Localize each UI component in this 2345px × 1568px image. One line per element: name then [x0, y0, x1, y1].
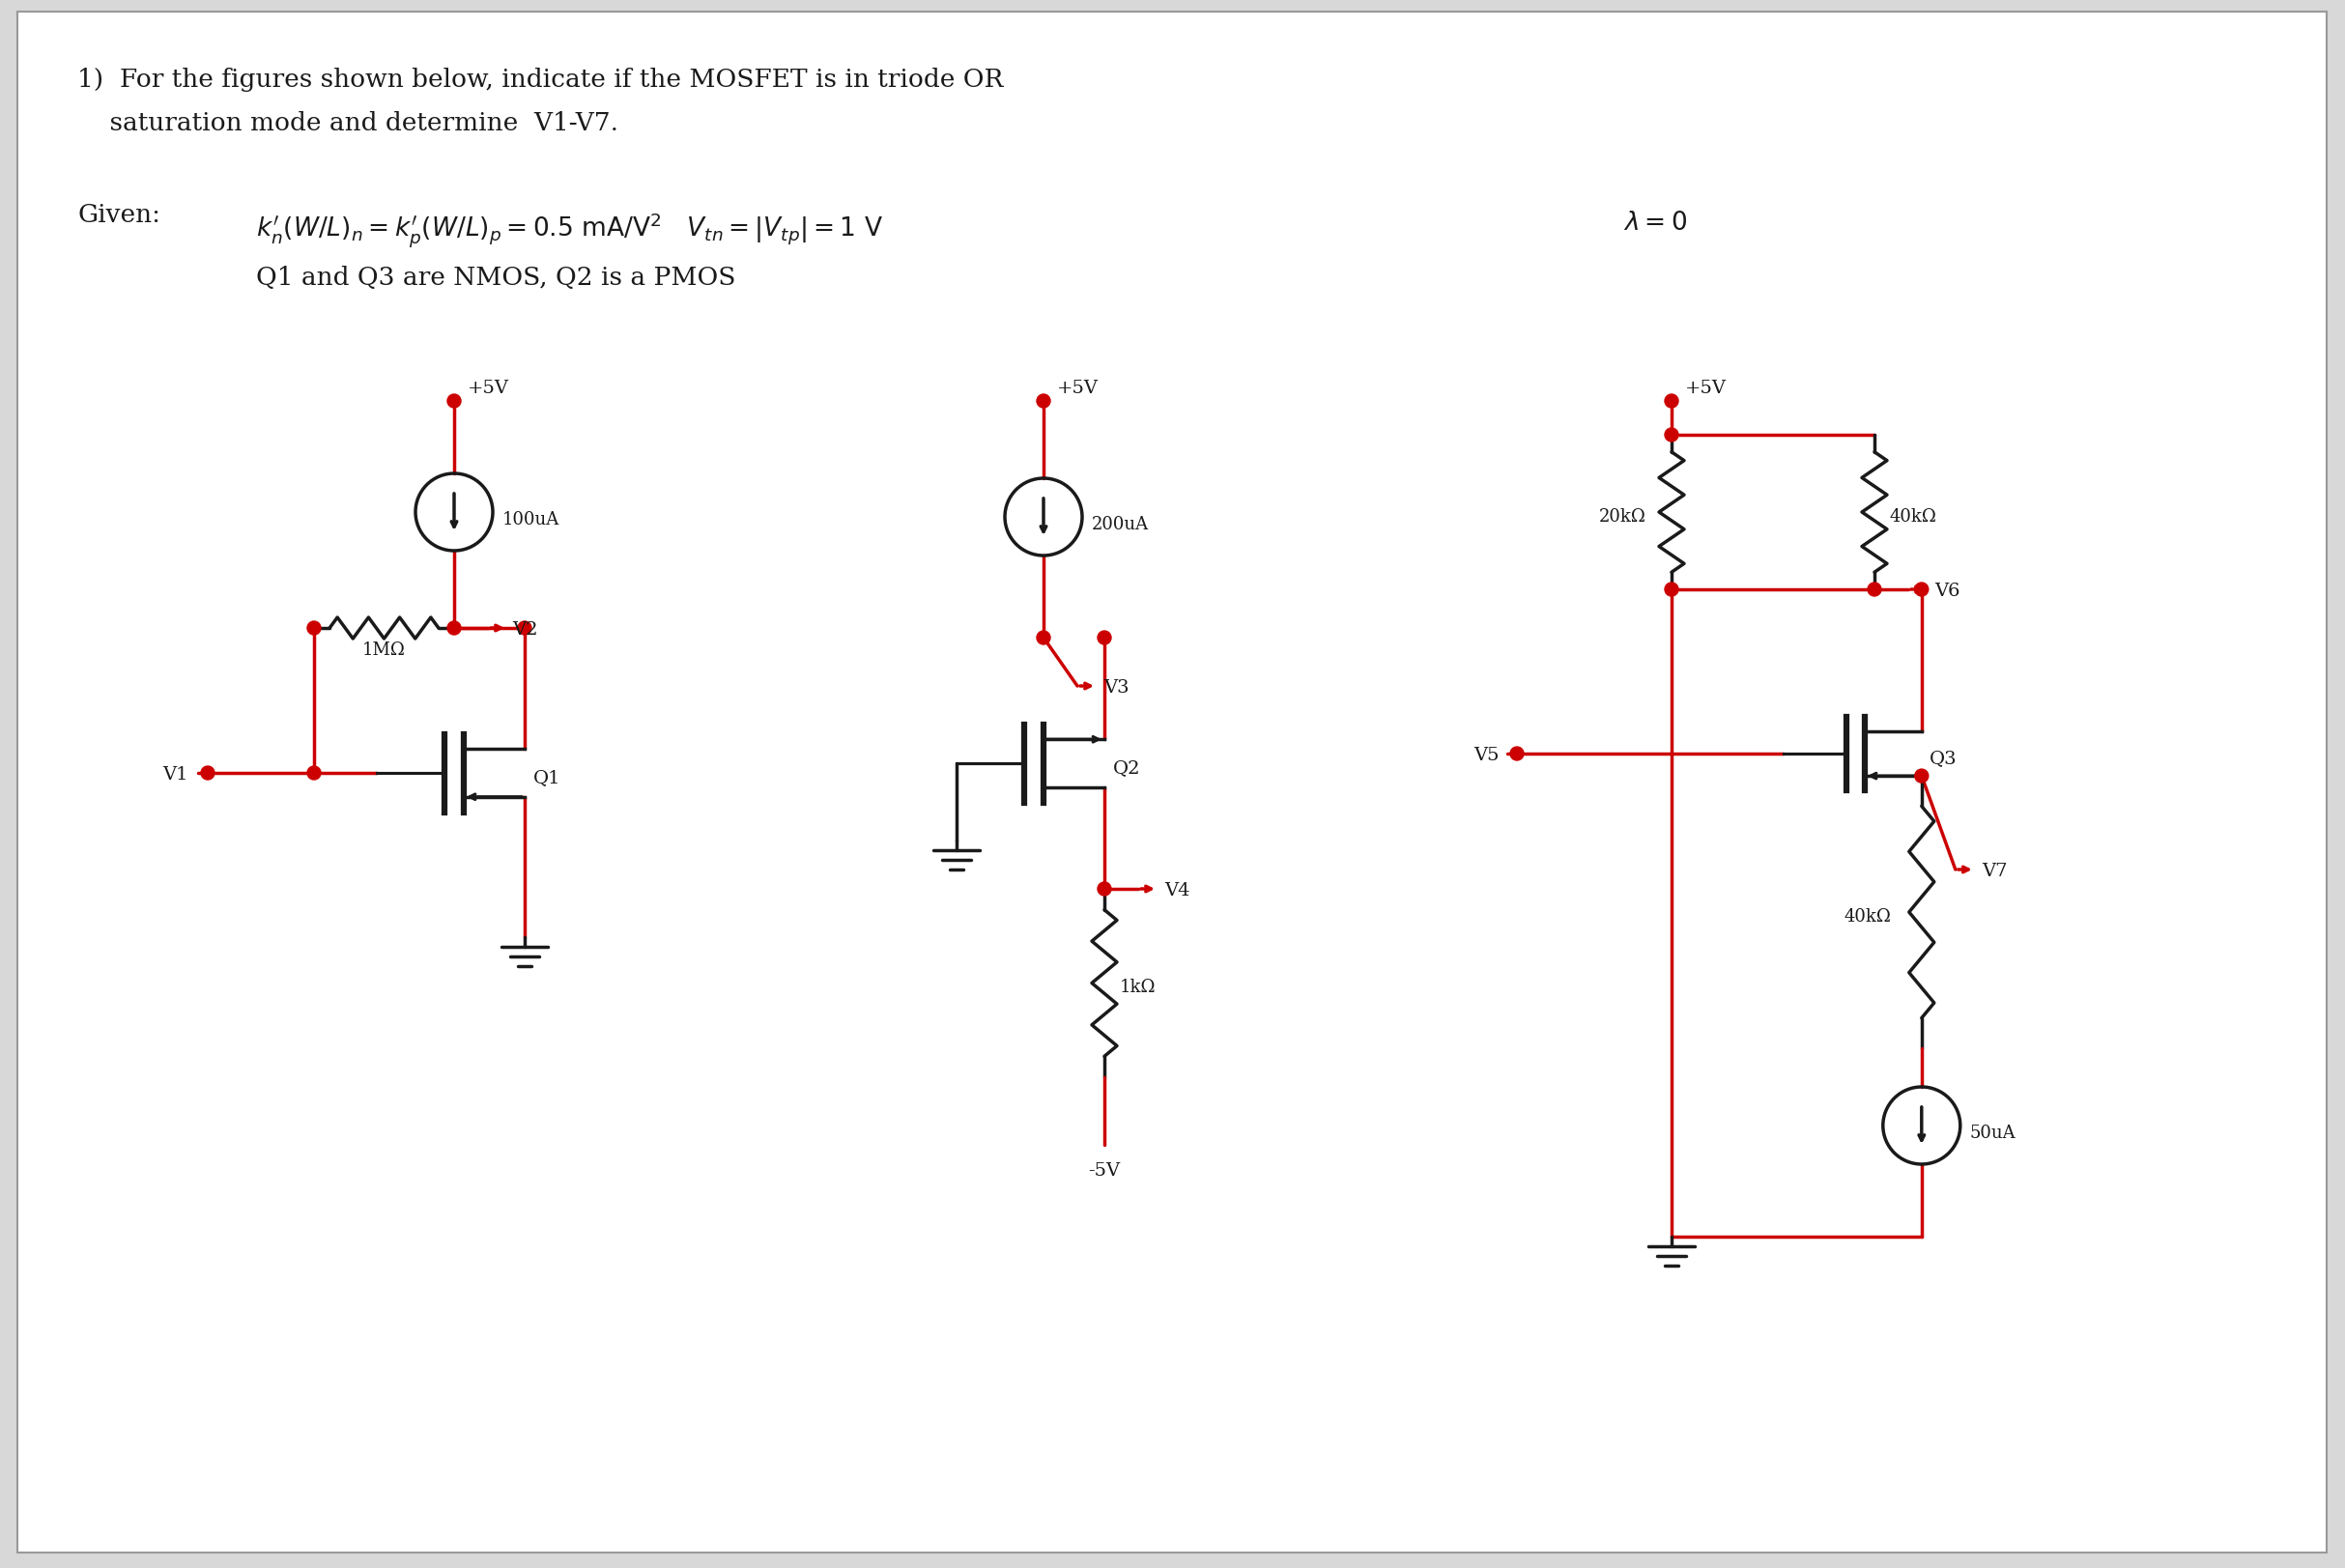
Text: 1kΩ: 1kΩ — [1121, 978, 1156, 996]
Circle shape — [1916, 583, 1928, 596]
Text: V5: V5 — [1475, 746, 1498, 764]
Circle shape — [1665, 428, 1679, 442]
Circle shape — [1097, 630, 1112, 644]
Text: V2: V2 — [511, 621, 537, 638]
Circle shape — [307, 767, 321, 779]
Text: Q3: Q3 — [1930, 750, 1958, 767]
Text: Given:: Given: — [77, 202, 159, 227]
FancyBboxPatch shape — [16, 11, 2326, 1552]
Text: Q1 and Q3 are NMOS, Q2 is a PMOS: Q1 and Q3 are NMOS, Q2 is a PMOS — [256, 265, 736, 290]
Text: V4: V4 — [1163, 883, 1189, 900]
Circle shape — [1036, 630, 1051, 644]
Circle shape — [202, 767, 213, 779]
Text: -5V: -5V — [1088, 1162, 1121, 1179]
Circle shape — [448, 394, 462, 408]
Text: 40kΩ: 40kΩ — [1843, 908, 1892, 925]
Circle shape — [448, 621, 462, 635]
Circle shape — [1510, 746, 1524, 760]
Text: Q1: Q1 — [532, 768, 560, 787]
Text: $k_n'(W/L)_n = k_p'(W/L)_p = 0.5\ \mathrm{mA/V^2}$$\quad V_{tn} = |V_{tp}| = 1\ : $k_n'(W/L)_n = k_p'(W/L)_p = 0.5\ \mathr… — [256, 210, 884, 249]
Text: 200uA: 200uA — [1093, 516, 1149, 533]
Text: 50uA: 50uA — [1970, 1124, 2017, 1142]
Text: 1)  For the figures shown below, indicate if the MOSFET is in triode OR: 1) For the figures shown below, indicate… — [77, 67, 1004, 93]
Text: V6: V6 — [1935, 583, 1960, 601]
Text: +5V: +5V — [1686, 379, 1726, 397]
Circle shape — [1916, 770, 1928, 782]
Text: 40kΩ: 40kΩ — [1890, 508, 1937, 525]
Circle shape — [1097, 883, 1112, 895]
Text: saturation mode and determine  V1-V7.: saturation mode and determine V1-V7. — [77, 111, 619, 135]
Circle shape — [518, 621, 532, 635]
Text: $\lambda = 0$: $\lambda = 0$ — [1623, 210, 1686, 235]
Text: V3: V3 — [1104, 679, 1130, 696]
Text: V1: V1 — [162, 767, 188, 784]
Circle shape — [307, 621, 321, 635]
Circle shape — [1665, 394, 1679, 408]
Text: V7: V7 — [1982, 862, 2007, 880]
Circle shape — [1665, 583, 1679, 596]
Text: +5V: +5V — [1058, 379, 1097, 397]
Circle shape — [1867, 583, 1881, 596]
Text: 20kΩ: 20kΩ — [1599, 508, 1646, 525]
Text: Q2: Q2 — [1114, 759, 1140, 776]
Text: 100uA: 100uA — [502, 511, 560, 528]
Text: +5V: +5V — [467, 379, 509, 397]
Text: 1MΩ: 1MΩ — [361, 641, 406, 659]
Circle shape — [1036, 394, 1051, 408]
